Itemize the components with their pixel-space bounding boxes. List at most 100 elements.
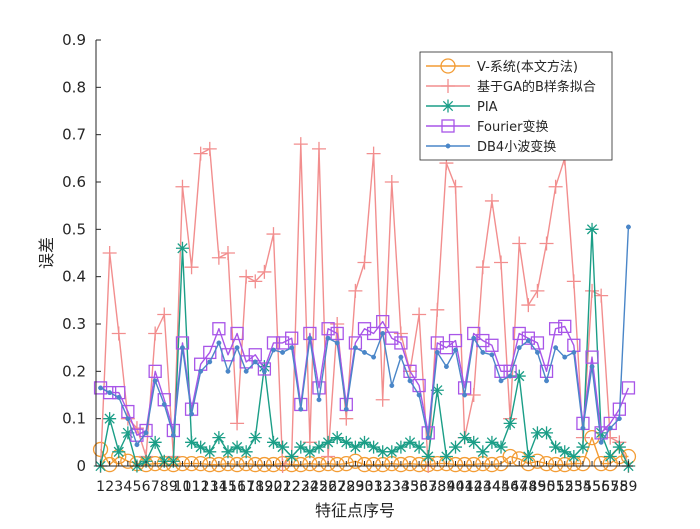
x-tick-label-56: 56 xyxy=(592,479,610,495)
x-tick-label-52: 52 xyxy=(556,479,574,495)
legend: V-系统(本文方法) 基于GA的B样条拟合 PIA Fourier变换 DB4小波变换 xyxy=(419,51,613,161)
series-2-point-44 xyxy=(484,193,499,208)
x-tick-label-20: 20 xyxy=(265,479,283,495)
series-3-point-51 xyxy=(549,440,563,454)
series-3-point-53 xyxy=(567,450,581,464)
series-2-point-45 xyxy=(494,255,509,270)
series-5-point-9 xyxy=(170,432,176,438)
series-3-point-28 xyxy=(339,435,353,449)
x-tick-label-4: 4 xyxy=(123,479,132,495)
series-3 xyxy=(94,222,635,473)
series-2-point-17 xyxy=(239,269,254,284)
y-tick-label-4: 0.3 xyxy=(62,315,86,333)
series-5 xyxy=(98,224,631,448)
series-5-point-23 xyxy=(298,406,304,412)
series-3-point-52 xyxy=(558,445,572,459)
series-5-point-24 xyxy=(307,335,313,341)
series-2-point-19 xyxy=(257,264,272,279)
series-2-point-29 xyxy=(348,283,363,298)
series-3-point-25 xyxy=(312,440,326,454)
series-5-point-1 xyxy=(98,385,104,391)
series-4-point-35 xyxy=(403,364,417,378)
y-axis-label: 误差 xyxy=(37,237,56,269)
series-3-point-2 xyxy=(103,412,117,426)
series-4-point-6 xyxy=(139,423,153,438)
series-5-point-15 xyxy=(225,368,231,374)
series-2-point-25 xyxy=(311,141,326,156)
series-1-point-42 xyxy=(466,456,482,473)
series-1-point-25 xyxy=(311,456,327,473)
axes-layer: 00.10.20.30.40.50.60.70.80.91 2 3 4 5 6 7 8 9101… xyxy=(62,31,637,495)
x-tick-label-29: 29 xyxy=(346,479,364,495)
x-tick-label-18: 18 xyxy=(246,479,264,495)
series-3-point-26 xyxy=(321,435,335,449)
x-tick-label-55: 55 xyxy=(583,479,601,495)
series-5-point-2 xyxy=(107,390,113,396)
series-2-point-40 xyxy=(448,179,463,194)
x-axis-label: 特征点序号 xyxy=(315,501,395,520)
series-3-point-14 xyxy=(212,431,226,445)
x-tick-label-43: 43 xyxy=(474,479,492,495)
series-3-point-11 xyxy=(185,435,199,449)
series-3-point-29 xyxy=(348,440,362,454)
series-5-point-17 xyxy=(243,368,249,374)
x-tick-label-23: 23 xyxy=(292,479,310,495)
y-tick-label-10: 0.9 xyxy=(62,31,86,49)
series-5-point-21 xyxy=(280,349,286,355)
x-tick-label-10: 10 xyxy=(174,479,192,495)
legend-marker-4 xyxy=(441,119,455,133)
series-4-point-31 xyxy=(366,326,381,341)
series-5-point-55 xyxy=(589,364,595,370)
series-3-point-45 xyxy=(494,440,508,454)
series-3-point-27 xyxy=(330,431,344,445)
series-3-point-54 xyxy=(576,440,590,454)
series-4-point-39 xyxy=(439,341,454,355)
series-4-point-14 xyxy=(212,322,226,336)
legend-marker-5 xyxy=(445,143,451,149)
series-5-point-6 xyxy=(143,430,149,436)
series-5-point-56 xyxy=(598,439,604,445)
x-tick-label-50: 50 xyxy=(538,479,556,495)
series-4-point-49 xyxy=(530,336,545,350)
series-5-point-28 xyxy=(343,406,349,412)
series-5-point-30 xyxy=(362,349,367,355)
series-3-point-42 xyxy=(467,435,481,449)
series-1-point-40 xyxy=(447,456,464,473)
series-2-point-49 xyxy=(530,283,545,298)
x-tick-label-11: 11 xyxy=(183,479,201,495)
series-layer xyxy=(92,137,637,473)
x-tick-label-37: 37 xyxy=(419,479,437,495)
series-1-point-27 xyxy=(329,456,345,473)
x-tick-label-14: 14 xyxy=(210,479,228,495)
series-1-point-14 xyxy=(211,456,227,473)
x-tick-label-57: 57 xyxy=(601,479,619,495)
series-5-point-20 xyxy=(271,347,276,353)
x-tick-label-46: 46 xyxy=(501,479,519,495)
series-2-point-55 xyxy=(585,283,600,298)
series-3-point-12 xyxy=(194,440,208,454)
series-2-point-32 xyxy=(375,392,390,407)
series-4-point-50 xyxy=(539,364,554,378)
x-tick-label-53: 53 xyxy=(565,479,583,495)
series-5-point-54 xyxy=(580,425,586,431)
series-5-point-46 xyxy=(507,373,513,379)
series-2-point-27 xyxy=(330,317,345,331)
series-4-point-26 xyxy=(321,322,335,336)
series-3-point-30 xyxy=(358,435,371,449)
series-3-point-13 xyxy=(203,445,217,459)
series-1-point-19 xyxy=(256,456,273,473)
x-tick-label-13: 13 xyxy=(201,479,219,495)
series-5-point-42 xyxy=(471,335,477,341)
series-2-point-56 xyxy=(594,288,609,303)
x-tick-label-28: 28 xyxy=(337,479,355,495)
series-3-point-3 xyxy=(112,445,126,459)
series-2-point-30 xyxy=(357,255,372,270)
series-3-point-20 xyxy=(266,435,280,449)
series-1-point-54 xyxy=(575,455,591,472)
series-4-point-5 xyxy=(130,428,144,442)
series-2-point-47 xyxy=(512,236,527,251)
series-5-point-11 xyxy=(189,411,195,417)
series-2-point-2 xyxy=(102,246,117,260)
series-1-point-18 xyxy=(247,456,263,473)
